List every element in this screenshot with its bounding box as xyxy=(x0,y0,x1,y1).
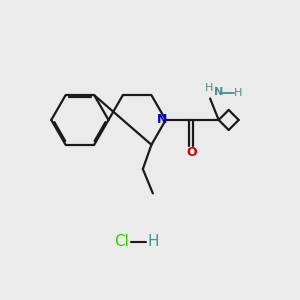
Text: N: N xyxy=(157,113,167,127)
Text: H: H xyxy=(234,88,242,98)
Text: O: O xyxy=(186,146,197,159)
Text: H: H xyxy=(205,82,213,93)
Text: N: N xyxy=(214,87,224,97)
Text: H: H xyxy=(147,234,159,249)
Text: Cl: Cl xyxy=(114,234,129,249)
